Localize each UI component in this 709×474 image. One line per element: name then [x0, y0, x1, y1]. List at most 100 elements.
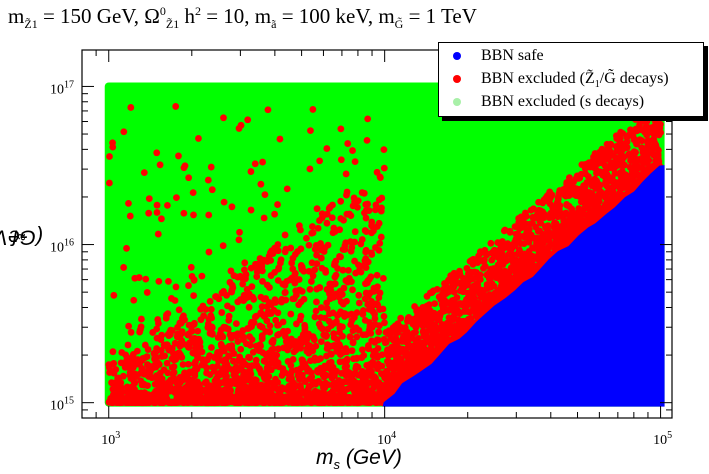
point-bbn-excluded-z1 — [251, 313, 259, 321]
point-bbn-excluded-z1 — [347, 238, 354, 246]
point-bbn-excluded-z1 — [332, 271, 340, 279]
point-bbn-excluded-z1 — [234, 357, 242, 365]
point-bbn-excluded-z1 — [126, 364, 133, 372]
point-bbn-excluded-z1 — [198, 348, 206, 356]
point-bbn-excluded-z1 — [205, 211, 213, 219]
point-bbn-excluded-z1 — [281, 288, 289, 296]
point-bbn-excluded-z1 — [327, 280, 335, 288]
point-bbn-excluded-z1 — [301, 377, 308, 384]
point-bbn-excluded-z1 — [561, 221, 569, 229]
point-bbn-excluded-z1 — [418, 362, 426, 370]
point-bbn-excluded-z1 — [136, 328, 144, 336]
point-bbn-excluded-z1 — [110, 291, 118, 299]
point-bbn-excluded-z1 — [363, 136, 371, 144]
point-bbn-excluded-z1 — [241, 259, 249, 267]
point-bbn-excluded-z1 — [149, 329, 157, 336]
point-bbn-excluded-z1 — [119, 398, 126, 406]
point-bbn-excluded-z1 — [339, 300, 347, 308]
point-bbn-excluded-z1 — [245, 290, 253, 298]
point-bbn-excluded-z1 — [327, 350, 335, 358]
point-bbn-excluded-z1 — [552, 236, 560, 244]
point-bbn-excluded-z1 — [215, 295, 223, 303]
point-bbn-excluded-z1 — [185, 399, 192, 407]
point-bbn-excluded-z1 — [181, 384, 189, 392]
point-bbn-excluded-z1 — [330, 319, 338, 327]
point-bbn-excluded-z1 — [375, 196, 383, 204]
point-bbn-excluded-z1 — [263, 258, 271, 265]
point-bbn-excluded-z1 — [260, 312, 268, 320]
point-bbn-excluded-z1 — [266, 322, 274, 330]
point-bbn-excluded-z1 — [626, 130, 634, 138]
point-bbn-excluded-z1 — [159, 382, 167, 390]
point-bbn-excluded-z1 — [252, 356, 260, 364]
legend-label-bbn-excluded-s: BBN excluded (s decays) — [481, 93, 645, 110]
point-bbn-excluded-z1 — [554, 197, 562, 205]
point-bbn-excluded-z1 — [177, 379, 184, 386]
point-bbn-excluded-z1 — [153, 201, 161, 209]
point-bbn-excluded-z1 — [109, 348, 117, 356]
point-bbn-excluded-z1 — [342, 378, 350, 386]
point-bbn-excluded-z1 — [255, 365, 263, 372]
point-bbn-excluded-z1 — [295, 301, 303, 309]
point-bbn-excluded-z1 — [274, 309, 282, 317]
point-bbn-excluded-z1 — [247, 168, 255, 175]
point-bbn-excluded-z1 — [323, 299, 331, 307]
point-bbn-excluded-z1 — [342, 170, 350, 178]
point-bbn-excluded-z1 — [470, 304, 477, 311]
point-bbn-excluded-z1 — [632, 165, 640, 173]
point-bbn-excluded-z1 — [307, 278, 315, 285]
point-bbn-excluded-z1 — [206, 298, 214, 305]
point-bbn-excluded-z1 — [187, 263, 195, 271]
point-bbn-excluded-z1 — [180, 209, 188, 217]
point-bbn-excluded-z1 — [369, 388, 376, 396]
point-bbn-excluded-z1 — [346, 333, 354, 341]
point-bbn-excluded-z1 — [361, 295, 369, 303]
point-bbn-excluded-z1 — [506, 228, 514, 236]
point-bbn-excluded-z1 — [320, 384, 327, 392]
point-bbn-excluded-z1 — [375, 294, 383, 301]
point-bbn-excluded-z1 — [487, 239, 495, 247]
point-bbn-excluded-z1 — [359, 376, 367, 383]
x-tick-label: 104 — [377, 430, 396, 448]
x-tick-label: 105 — [653, 430, 672, 448]
point-bbn-excluded-z1 — [219, 242, 227, 250]
point-bbn-excluded-z1 — [185, 376, 193, 383]
point-bbn-excluded-z1 — [184, 360, 192, 368]
point-bbn-excluded-z1 — [368, 249, 375, 257]
point-bbn-excluded-z1 — [350, 194, 358, 202]
point-bbn-excluded-z1 — [618, 167, 626, 175]
point-bbn-excluded-z1 — [342, 371, 350, 379]
point-bbn-excluded-z1 — [324, 241, 332, 249]
point-bbn-excluded-z1 — [266, 360, 274, 368]
point-bbn-excluded-z1 — [430, 348, 438, 356]
point-bbn-excluded-z1 — [361, 316, 369, 324]
point-bbn-excluded-z1 — [516, 259, 524, 267]
point-bbn-excluded-z1 — [190, 211, 197, 219]
point-bbn-excluded-z1 — [431, 333, 439, 341]
point-bbn-excluded-z1 — [259, 399, 267, 407]
point-bbn-excluded-z1 — [233, 332, 240, 340]
point-bbn-excluded-z1 — [361, 257, 369, 265]
point-bbn-excluded-z1 — [123, 244, 130, 252]
point-bbn-excluded-z1 — [560, 233, 568, 241]
point-bbn-excluded-z1 — [349, 338, 357, 346]
point-bbn-excluded-z1 — [532, 223, 540, 231]
point-bbn-excluded-z1 — [355, 299, 363, 307]
point-bbn-excluded-z1 — [355, 326, 363, 334]
point-bbn-excluded-z1 — [374, 353, 381, 361]
point-bbn-excluded-z1 — [309, 106, 317, 113]
point-bbn-excluded-z1 — [250, 295, 258, 303]
point-bbn-excluded-z1 — [279, 280, 287, 288]
y-tick-label: 1015 — [50, 396, 74, 414]
point-bbn-excluded-z1 — [572, 225, 580, 233]
point-bbn-excluded-z1 — [381, 339, 389, 347]
point-bbn-excluded-z1 — [358, 189, 366, 196]
chart-legend: BBN safe BBN excluded (Z̃1/G̃ decays) BB… — [438, 42, 704, 117]
point-bbn-excluded-z1 — [256, 389, 264, 397]
point-bbn-excluded-z1 — [603, 190, 610, 197]
point-bbn-excluded-z1 — [138, 365, 146, 372]
point-bbn-excluded-z1 — [325, 205, 333, 212]
point-bbn-excluded-z1 — [214, 349, 222, 356]
point-bbn-excluded-z1 — [517, 240, 525, 247]
point-bbn-excluded-z1 — [345, 266, 352, 274]
